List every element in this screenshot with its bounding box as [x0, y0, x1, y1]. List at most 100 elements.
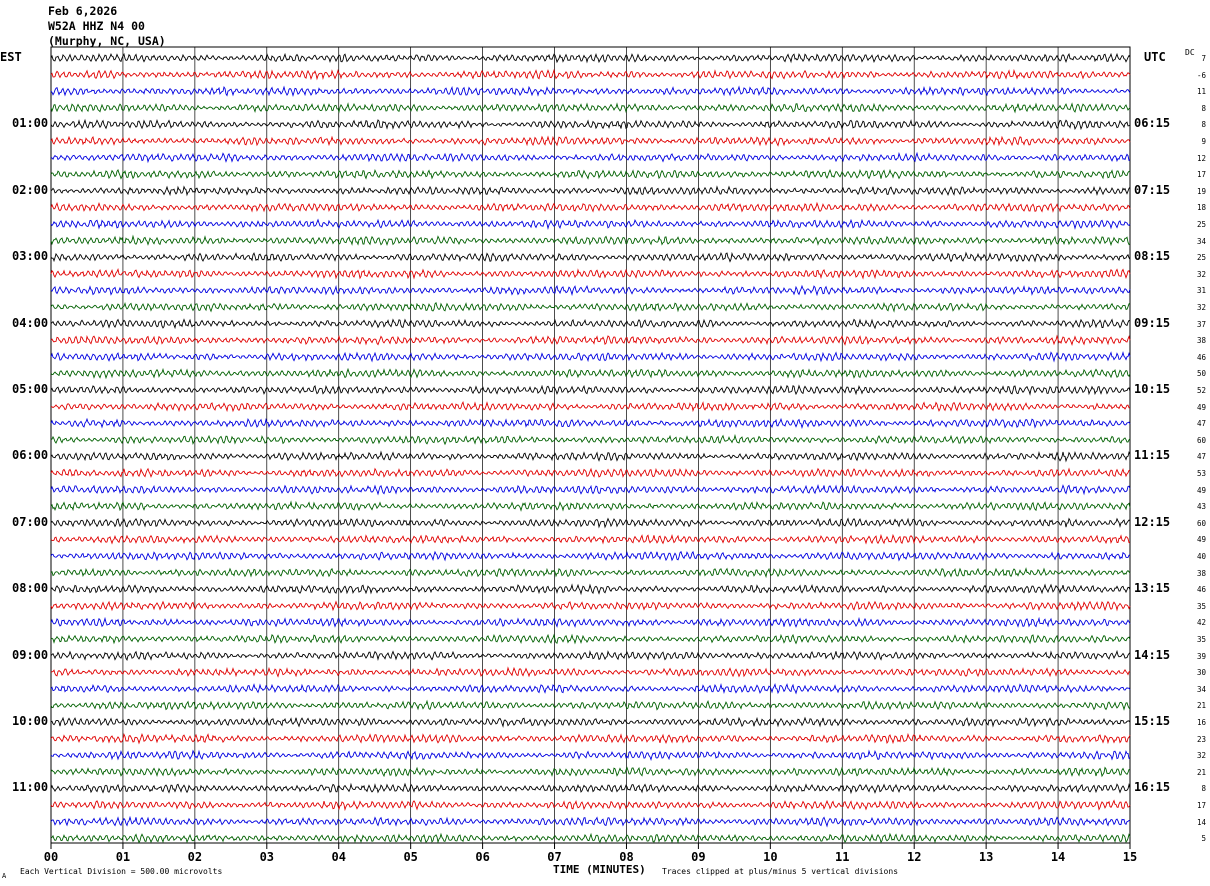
seismic-trace: [50, 766, 1130, 778]
dc-value: 38: [1196, 336, 1206, 345]
dc-value: 39: [1196, 652, 1206, 661]
right-timezone-label: UTC: [1144, 50, 1166, 64]
seismic-trace: [50, 334, 1131, 346]
x-tick-label: 05: [403, 850, 417, 864]
dc-value: 18: [1196, 203, 1206, 212]
x-tick-label: 11: [835, 850, 849, 864]
left-hour-label: 04:00: [12, 316, 49, 330]
seismic-trace: [50, 52, 1131, 64]
dc-value: 43: [1196, 502, 1206, 511]
dc-value: 23: [1196, 735, 1206, 744]
dc-value: 32: [1196, 303, 1206, 312]
dc-value: 46: [1196, 353, 1206, 362]
station-label: W52A HHZ N4 00: [48, 19, 145, 33]
right-hour-label: 08:15: [1134, 249, 1171, 263]
x-tick-label: 03: [260, 850, 274, 864]
dc-value: 60: [1196, 519, 1206, 528]
seismic-trace: [50, 732, 1131, 745]
seismic-trace: [50, 168, 1131, 180]
dc-value: 19: [1196, 187, 1206, 196]
dc-value: 38: [1196, 569, 1206, 578]
dc-value: 8: [1201, 784, 1206, 793]
dc-value: 49: [1196, 403, 1206, 412]
seismic-trace: [50, 600, 1131, 612]
seismic-trace: [50, 400, 1130, 413]
plot-frame: [50, 46, 1131, 844]
right-hour-label: 10:15: [1134, 382, 1171, 396]
dc-value: 7: [1201, 54, 1206, 63]
dc-value: 32: [1196, 270, 1206, 279]
x-tick-label: 06: [475, 850, 489, 864]
dc-value: 8: [1201, 104, 1206, 113]
seismic-trace: [50, 699, 1131, 711]
seismic-trace: [50, 118, 1131, 131]
x-tick-label: 10: [763, 850, 777, 864]
seismic-trace: [50, 450, 1131, 463]
dc-header-label: DC: [1185, 48, 1195, 57]
left-hour-label: 03:00: [12, 249, 49, 263]
seismic-trace: [50, 433, 1131, 446]
right-hour-label: 15:15: [1134, 714, 1171, 728]
seismic-trace: [50, 832, 1131, 844]
seismic-trace: [50, 384, 1131, 396]
right-hour-label: 12:15: [1134, 515, 1171, 529]
dc-value: 35: [1196, 602, 1206, 611]
right-hour-label: 14:15: [1134, 648, 1171, 662]
seismic-trace: [50, 567, 1131, 579]
dc-value: 16: [1196, 718, 1206, 727]
dc-value: 21: [1196, 701, 1206, 710]
seismic-trace: [50, 749, 1131, 761]
x-tick-label: 07: [547, 850, 561, 864]
seismic-trace: [50, 68, 1131, 81]
seismic-trace: [50, 201, 1131, 213]
x-tick-label: 13: [979, 850, 993, 864]
seismic-trace: [50, 550, 1131, 562]
left-hour-label: 11:00: [12, 780, 49, 794]
seismic-trace: [50, 467, 1131, 478]
dc-value: 37: [1196, 320, 1206, 329]
grid-lines: [50, 46, 1131, 844]
dc-value: 14: [1196, 818, 1206, 827]
seismic-trace: [50, 234, 1131, 247]
seismic-trace: [50, 350, 1131, 363]
dc-value: 34: [1196, 237, 1206, 246]
seismic-trace: [50, 682, 1131, 695]
seismic-trace: [50, 151, 1131, 164]
x-axis: 00 01 02 03 04 05 06 07 08 09 10 11 12 13 14 15: [44, 843, 1137, 864]
dc-value: 5: [1201, 834, 1206, 843]
seismic-trace: [50, 417, 1131, 429]
seismic-trace: [50, 102, 1131, 114]
right-hour-label: 09:15: [1134, 316, 1171, 330]
seismic-trace: [50, 284, 1131, 297]
dc-value: 17: [1196, 170, 1206, 179]
seismic-trace: [50, 666, 1131, 678]
dc-value: -6: [1196, 71, 1206, 80]
seismic-trace: [50, 533, 1131, 545]
seismic-trace: [50, 583, 1131, 596]
x-tick-label: 14: [1051, 850, 1065, 864]
x-tick-label: 09: [691, 850, 705, 864]
dc-value: 50: [1196, 369, 1206, 378]
location-label: (Murphy, NC, USA): [48, 34, 166, 48]
x-tick-label: 02: [188, 850, 202, 864]
x-tick-label: 08: [619, 850, 633, 864]
left-hour-label: 10:00: [12, 714, 49, 728]
dc-value: 31: [1196, 286, 1206, 295]
seismic-trace: [50, 799, 1131, 812]
seismic-trace: [50, 251, 1131, 263]
dc-value: 25: [1196, 253, 1206, 262]
dc-value: 25: [1196, 220, 1206, 229]
dc-value: 35: [1196, 635, 1206, 644]
dc-value: 9: [1201, 137, 1206, 146]
left-hour-label: 06:00: [12, 448, 49, 462]
seismic-trace: [50, 500, 1131, 512]
right-hour-label: 16:15: [1134, 780, 1171, 794]
left-hour-label: 09:00: [12, 648, 49, 662]
dc-value: 30: [1196, 668, 1206, 677]
right-hour-label: 07:15: [1134, 183, 1171, 197]
seismic-trace: [50, 218, 1131, 230]
dc-value: 46: [1196, 585, 1206, 594]
dc-value: 49: [1196, 486, 1206, 495]
x-tick-label: 00: [44, 850, 58, 864]
